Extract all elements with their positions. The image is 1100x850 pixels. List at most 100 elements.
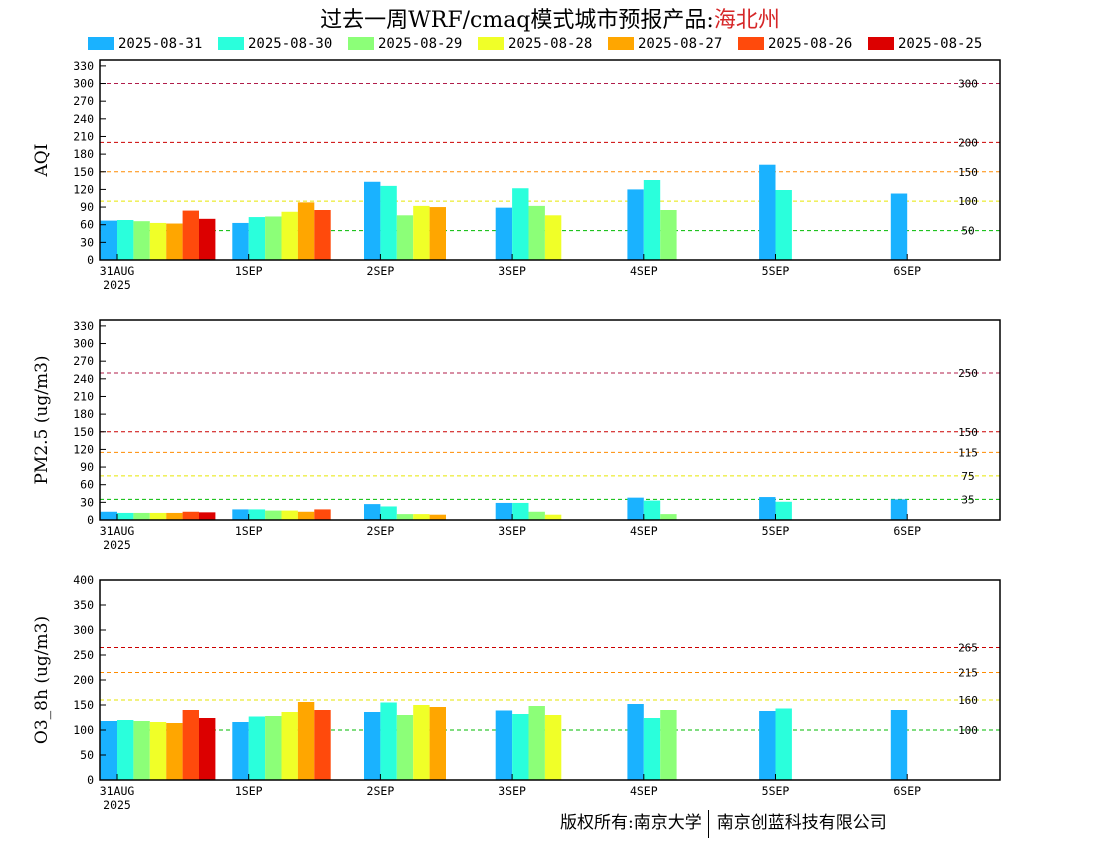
y-tick-label: 240 <box>73 112 94 126</box>
bar-2025-08-31-1SEP <box>232 222 249 260</box>
bar-2025-08-30-1SEP <box>248 716 266 780</box>
x-tick-label: 31AUG <box>100 524 135 538</box>
bar-2025-08-28-1SEP <box>281 211 298 260</box>
bar-2025-08-30-31AUG <box>117 720 134 780</box>
threshold-label: 265 <box>958 642 978 655</box>
bar-2025-08-29-31AUG <box>133 512 150 520</box>
bar-2025-08-29-2SEP <box>396 715 414 780</box>
legend-swatch <box>478 37 504 50</box>
x-tick-label: 4SEP <box>630 524 658 538</box>
y-tick-label: 300 <box>73 77 94 91</box>
bar-2025-08-30-1SEP <box>248 217 266 260</box>
y-tick-label: 350 <box>73 598 94 612</box>
x-tick-label: 2SEP <box>367 524 395 538</box>
threshold-label: 100 <box>958 195 978 208</box>
bar-2025-08-29-2SEP <box>396 215 414 260</box>
y-axis-label: O3_8h (ug/m3) <box>32 616 52 744</box>
bar-2025-08-31-2SEP <box>364 712 381 780</box>
y-tick-label: 0 <box>87 513 94 527</box>
bar-2025-08-30-31AUG <box>117 512 134 520</box>
threshold-label: 150 <box>958 166 978 179</box>
y-tick-label: 50 <box>80 748 94 762</box>
bar-2025-08-30-4SEP <box>643 718 661 780</box>
y-tick-label: 150 <box>73 165 94 179</box>
x-year-label: 2025 <box>103 278 131 292</box>
bar-2025-08-31-5SEP <box>759 711 776 780</box>
bar-2025-08-29-4SEP <box>660 210 677 260</box>
threshold-label: 35 <box>961 493 974 506</box>
bar-2025-08-29-1SEP <box>265 716 282 780</box>
legend-label: 2025-08-28 <box>508 36 593 52</box>
x-tick-label: 1SEP <box>235 264 263 278</box>
bar-2025-08-31-1SEP <box>232 509 249 520</box>
bar-2025-08-31-3SEP <box>495 502 513 520</box>
legend-label: 2025-08-27 <box>638 36 723 52</box>
y-tick-label: 150 <box>73 425 94 439</box>
bar-2025-08-30-31AUG <box>117 220 134 260</box>
legend-label: 2025-08-30 <box>248 36 333 52</box>
chart-panel-1: 300 200 150 100 50 0 30 60 90 120 150 180 210 240 270 3… <box>32 59 1001 292</box>
y-tick-label: 240 <box>73 372 94 386</box>
y-tick-label: 90 <box>80 200 94 214</box>
bar-2025-08-31-6SEP <box>890 710 908 780</box>
y-tick-label: 30 <box>80 235 94 249</box>
x-tick-label: 1SEP <box>235 524 263 538</box>
y-tick-label: 180 <box>73 407 94 421</box>
threshold-label: 250 <box>958 367 978 380</box>
bar-2025-08-31-4SEP <box>627 189 644 260</box>
bar-2025-08-28-1SEP <box>281 712 298 780</box>
x-tick-label: 3SEP <box>498 264 526 278</box>
bar-2025-08-29-4SEP <box>660 710 677 780</box>
bar-2025-08-26-1SEP <box>314 710 331 780</box>
chart-panel-3: 265 215 160 100 0 50 100 150 200 250 300 350 400 31AU… <box>32 573 1001 812</box>
bar-2025-08-26-31AUG <box>182 710 199 780</box>
bar-2025-08-30-3SEP <box>512 188 529 260</box>
bar-2025-08-29-3SEP <box>528 511 545 520</box>
bar-2025-08-30-3SEP <box>512 502 529 520</box>
bar-2025-08-29-1SEP <box>265 216 282 260</box>
threshold-label: 50 <box>961 225 974 238</box>
bar-2025-08-26-1SEP <box>314 509 331 520</box>
bar-2025-08-31-6SEP <box>890 193 908 260</box>
y-tick-label: 200 <box>73 673 94 687</box>
legend-label: 2025-08-25 <box>898 36 983 52</box>
bar-2025-08-28-3SEP <box>544 715 562 780</box>
copyright-owner: 版权所有:南京大学 <box>560 813 702 833</box>
chart-title: 过去一周WRF/cmaq模式城市预报产品:海北州 <box>0 2 1100 34</box>
legend-swatch <box>218 37 244 50</box>
bar-2025-08-28-3SEP <box>544 514 562 520</box>
threshold-label: 100 <box>958 724 978 737</box>
bar-2025-08-25-31AUG <box>199 718 216 780</box>
y-tick-label: 400 <box>73 573 94 587</box>
title-main: 过去一周WRF/cmaq模式城市预报产品: <box>320 8 714 33</box>
y-tick-label: 270 <box>73 94 94 108</box>
legend-label: 2025-08-29 <box>378 36 463 52</box>
bar-2025-08-27-2SEP <box>429 514 446 520</box>
bar-2025-08-30-5SEP <box>775 501 792 520</box>
copyright: 版权所有:南京大学 南京创蓝科技有限公司 <box>560 808 887 838</box>
bar-2025-08-28-31AUG <box>149 722 167 780</box>
bar-2025-08-27-31AUG <box>166 512 183 520</box>
x-tick-label: 1SEP <box>235 784 263 798</box>
x-tick-label: 5SEP <box>762 264 790 278</box>
legend-swatch <box>88 37 114 50</box>
bar-2025-08-30-2SEP <box>380 185 397 260</box>
bar-2025-08-26-31AUG <box>182 511 199 520</box>
bar-2025-08-28-1SEP <box>281 510 298 520</box>
x-tick-label: 4SEP <box>630 784 658 798</box>
bar-2025-08-29-31AUG <box>133 721 150 780</box>
y-axis-label: PM2.5 (ug/m3) <box>32 355 52 484</box>
bar-2025-08-30-2SEP <box>380 506 397 520</box>
y-tick-label: 250 <box>73 648 94 662</box>
bar-2025-08-31-1SEP <box>232 722 249 780</box>
bar-2025-08-31-4SEP <box>627 497 644 520</box>
bar-2025-08-31-2SEP <box>364 504 381 520</box>
copyright-partner: 南京创蓝科技有限公司 <box>716 813 887 833</box>
chart-panel-2: 250 150 115 75 35 0 30 60 90 120 150 180 210 240 270 30… <box>32 319 1001 552</box>
bar-2025-08-30-4SEP <box>643 500 661 520</box>
x-tick-label: 4SEP <box>630 264 658 278</box>
y-tick-label: 90 <box>80 460 94 474</box>
legend-swatch <box>348 37 374 50</box>
y-tick-label: 30 <box>80 495 94 509</box>
x-tick-label: 5SEP <box>762 524 790 538</box>
